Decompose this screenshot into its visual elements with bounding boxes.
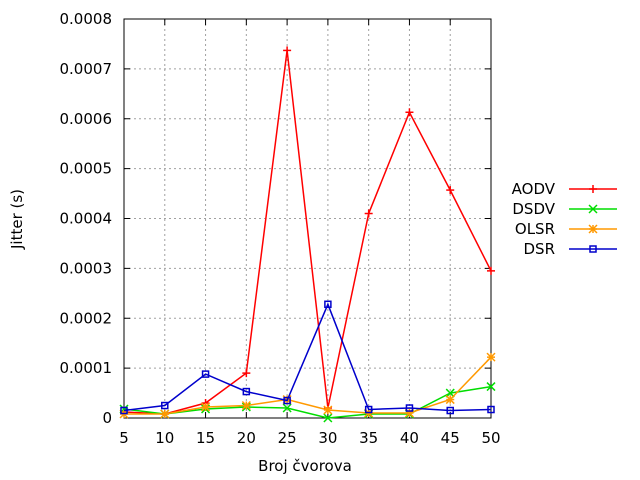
x-tick-label: 5: [119, 429, 129, 447]
data-point-aodv: [405, 108, 414, 117]
x-tick-label: 30: [318, 429, 337, 447]
legend-marker-aodv: [589, 185, 597, 193]
data-point-olsr: [323, 405, 333, 415]
data-point-dsr: [487, 405, 495, 414]
y-tick-label: 0.0002: [60, 309, 113, 327]
data-point-olsr: [201, 402, 211, 412]
y-tick-label: 0.0007: [60, 60, 113, 78]
data-point-dsr: [405, 404, 414, 412]
y-axis-label: Jitter (s): [8, 189, 26, 250]
data-point-dsr: [283, 396, 291, 405]
y-tick-label: 0.0004: [60, 210, 113, 228]
x-tick-label: 15: [196, 429, 215, 447]
series-line-olsr: [124, 356, 492, 415]
y-tick-label: 0.0006: [60, 110, 113, 128]
data-point-olsr: [486, 352, 496, 362]
data-point-dsdv: [323, 413, 333, 423]
series-dsdv: [119, 382, 496, 423]
legend-label-dsdv: DSDV: [512, 200, 555, 218]
legend-label-dsr: DSR: [524, 240, 556, 258]
axis-ticks: 0 0.0001 0.0002 0.0003 0.0004 0.0005 0.0006 0.0…: [60, 10, 501, 447]
x-tick-label: 35: [359, 429, 378, 447]
data-point-aodv: [364, 209, 373, 218]
legend: AODV DSDV OLSR DSR: [512, 180, 617, 258]
x-tick-label: 45: [441, 429, 460, 447]
data-point-olsr: [445, 395, 455, 405]
data-point-aodv: [242, 369, 251, 378]
data-point-dsr: [120, 406, 128, 415]
data-point-dsdv: [282, 403, 292, 413]
y-tick-label: 0.0005: [60, 160, 113, 178]
data-point-olsr: [160, 409, 170, 419]
x-tick-label: 40: [400, 429, 419, 447]
data-point-dsr: [446, 406, 454, 415]
series-line-dsdv: [123, 385, 492, 419]
data-point-dsr: [161, 401, 169, 410]
y-tick-label: 0.0003: [60, 259, 113, 277]
series-aodv: [120, 46, 495, 419]
data-point-dsr: [201, 370, 210, 378]
y-tick-label: 0: [102, 409, 112, 427]
data-point-aodv: [283, 46, 292, 55]
data-point-dsr: [324, 300, 332, 309]
legend-marker-olsr: [588, 224, 598, 234]
data-point-dsr: [364, 405, 373, 414]
y-tick-label: 0.0001: [60, 359, 113, 377]
legend-label-aodv: AODV: [512, 180, 556, 198]
x-axis-label: Broj čvorova: [258, 457, 352, 475]
series-olsr: [119, 352, 496, 419]
data-point-dsdv: [486, 382, 496, 392]
y-tick-label: 0.0008: [60, 10, 113, 28]
series-line-dsr: [123, 302, 492, 412]
x-tick-label: 25: [278, 429, 297, 447]
x-tick-label: 10: [155, 429, 174, 447]
data-point-olsr: [241, 401, 251, 411]
x-tick-label: 50: [481, 429, 500, 447]
series-dsr: [120, 300, 495, 415]
data-point-aodv: [446, 186, 455, 195]
series-lines: [119, 46, 496, 423]
series-line-aodv: [123, 50, 492, 415]
x-tick-label: 20: [237, 429, 256, 447]
data-point-dsr: [242, 387, 251, 396]
data-point-aodv: [487, 266, 495, 275]
legend-label-olsr: OLSR: [515, 220, 555, 238]
legend-marker-dsdv: [588, 204, 598, 214]
legend-marker-dsr: [589, 245, 597, 253]
grid-lines: [124, 19, 491, 418]
